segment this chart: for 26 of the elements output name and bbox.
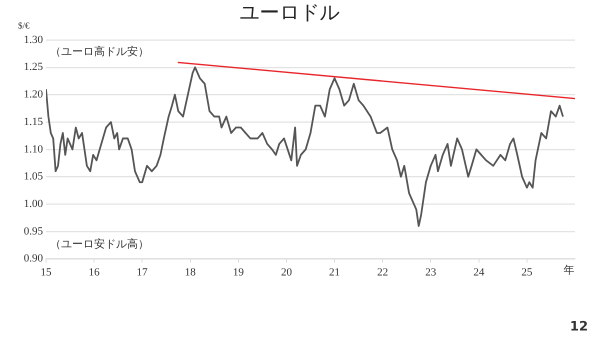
y-tick-label: 1.25 [24,61,44,74]
x-tick-label: 21 [329,266,340,278]
x-tick-label: 19 [232,266,244,278]
x-tick-label: 24 [473,266,485,278]
y-tick-label: 1.20 [24,88,44,101]
y-tick-label: 1.05 [24,170,44,183]
y-tick-label: 1.10 [24,143,44,156]
x-tick-label: 18 [184,266,196,278]
annotation: （ユーロ安ドル高） [50,238,149,251]
y-axis-title: $/€ [18,20,30,30]
y-tick-label: 1.30 [24,34,44,46]
x-tick-label: 20 [280,266,292,278]
y-tick-label: 0.95 [24,225,44,238]
x-tick-label: 22 [377,266,388,278]
chart-title: ユーロドル [240,0,340,24]
x-axis-title: 年 [564,264,574,277]
annotation: （ユーロ高ドル安） [50,44,149,58]
x-tick-label: 16 [88,266,100,278]
text: 12 [570,319,588,334]
x-tick-label: 25 [521,266,533,278]
x-tick-label: 15 [40,266,52,278]
y-tick-label: 0.90 [24,252,44,265]
y-tick-label: 1.00 [24,198,44,210]
x-tick-label: 17 [136,266,148,278]
x-tick-label: 23 [425,266,437,278]
y-tick-label: 1.15 [24,116,44,128]
